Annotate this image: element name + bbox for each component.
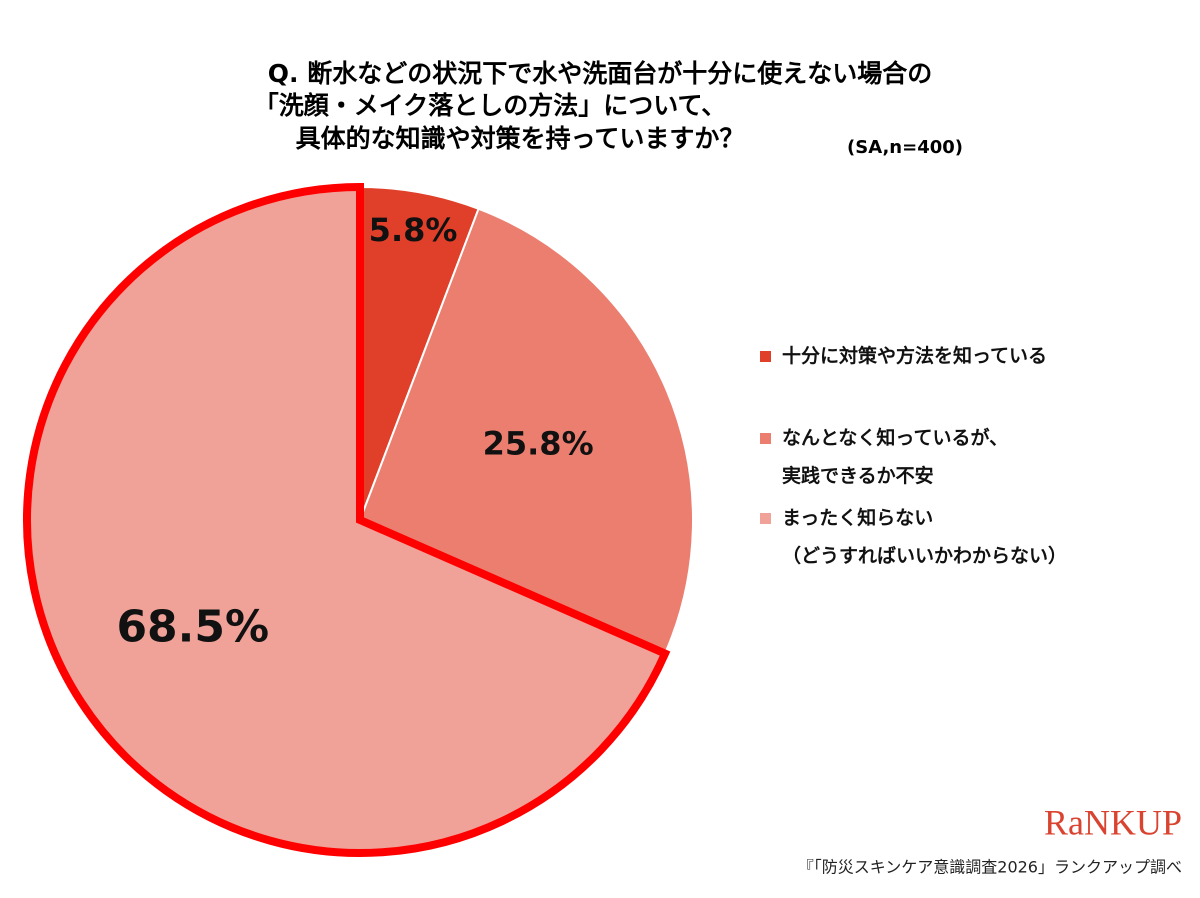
source: 『「防災スキンケア意識調査2026」ランクアップ調べ	[798, 858, 1182, 877]
value-label: 25.8%	[483, 424, 594, 462]
legend-label: なんとなく知っているが、 実践できるか不安	[782, 427, 1009, 487]
legend-item: まったく知らない （どうすればいいかわからない）	[760, 499, 1067, 575]
title-line: 「洗顔・メイク落としの方法」について、	[254, 91, 727, 120]
subtitle: (SA,n=400)	[847, 137, 963, 158]
value-label: 68.5%	[116, 601, 269, 652]
pie-slice	[358, 207, 694, 655]
legend-label: まったく知らない （どうすればいいかわからない）	[782, 507, 1068, 567]
title-line: 具体的な知識や対策を持っていますか？	[296, 124, 745, 153]
legend-swatch	[760, 433, 771, 444]
title-line: Q. 断水などの状況下で水や洗面台が十分に使えない場合の	[268, 59, 932, 88]
legend-swatch	[760, 513, 771, 524]
legend-item: 十分に対策や方法を知っている	[760, 337, 1047, 375]
logo: RaNKUP	[1044, 802, 1182, 842]
pie-slice	[23, 182, 671, 857]
legend-item: なんとなく知っているが、 実践できるか不安	[760, 419, 1008, 495]
legend-swatch	[760, 351, 771, 362]
value-label: 5.8%	[369, 211, 458, 249]
legend-label: 十分に対策や方法を知っている	[782, 345, 1048, 367]
